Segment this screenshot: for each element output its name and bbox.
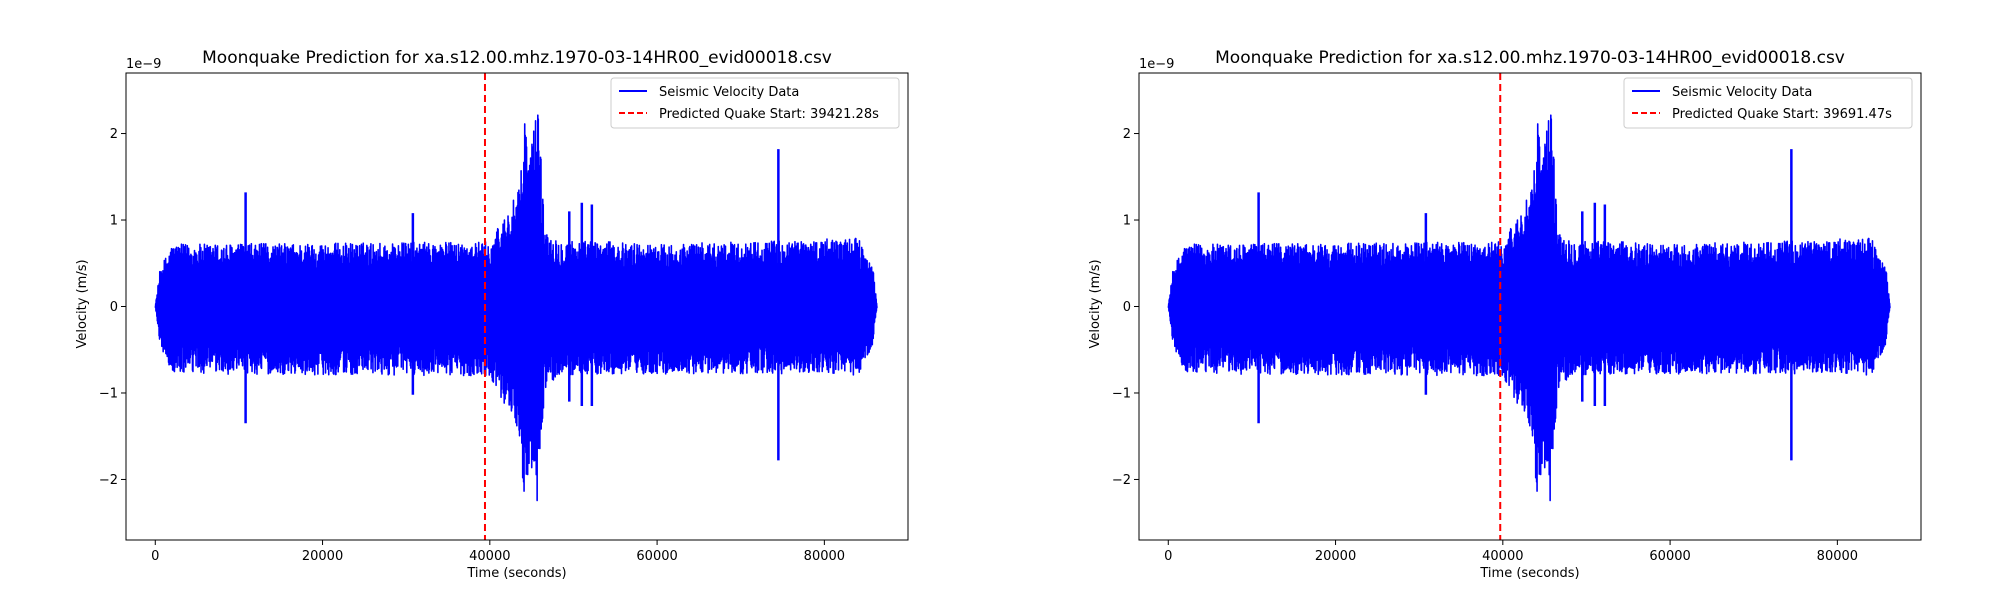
y-tick-label: −1: [99, 386, 118, 401]
x-tick-label: 20000: [302, 549, 343, 564]
x-tick-label: 60000: [1649, 549, 1690, 564]
seismic-series: [1167, 114, 1891, 502]
x-tick-label: 60000: [636, 549, 677, 564]
x-tick-label: 40000: [1482, 549, 1523, 564]
y-tick-label: 0: [110, 300, 118, 315]
legend-label-predicted: Predicted Quake Start: 39691.47s: [1672, 107, 1892, 122]
y-tick-label: 1: [110, 214, 118, 229]
chart-title: Moonquake Prediction for xa.s12.00.mhz.1…: [1215, 48, 1845, 68]
chart-panel-left: Moonquake Prediction for xa.s12.00.mhz.1…: [75, 48, 909, 581]
chart-title: Moonquake Prediction for xa.s12.00.mhz.1…: [202, 48, 832, 68]
y-axis-label: Velocity (m/s): [1088, 259, 1103, 348]
x-tick-label: 40000: [469, 549, 510, 564]
plot-area: 0 20000 40000 60000 80000 2 1 0 −1 −2: [1112, 72, 1922, 564]
legend-label-seismic: Seismic Velocity Data: [659, 85, 799, 100]
legend: Seismic Velocity Data Predicted Quake St…: [610, 77, 900, 129]
plot-area: 0 20000 40000 60000 80000 2 1 0 −1 −2: [99, 72, 909, 564]
y-offset-label: 1e−9: [126, 57, 161, 72]
y-axis-label: Velocity (m/s): [75, 259, 90, 348]
x-axis-label: Time (seconds): [466, 566, 566, 581]
legend: Seismic Velocity Data Predicted Quake St…: [1623, 77, 1913, 129]
y-tick-label: −1: [1112, 386, 1131, 401]
y-tick-label: 2: [1123, 127, 1131, 142]
x-tick-label: 20000: [1315, 549, 1356, 564]
y-tick-label: 1: [1123, 214, 1131, 229]
y-offset-label: 1e−9: [1139, 57, 1174, 72]
x-tick-label: 0: [1164, 549, 1172, 564]
legend-box: [610, 77, 900, 129]
x-tick-label: 0: [151, 549, 159, 564]
y-tick-label: −2: [99, 473, 118, 488]
y-tick-label: 0: [1123, 300, 1131, 315]
y-tick-label: 2: [110, 127, 118, 142]
y-tick-label: −2: [1112, 473, 1131, 488]
x-tick-label: 80000: [804, 549, 845, 564]
legend-label-predicted: Predicted Quake Start: 39421.28s: [659, 107, 879, 122]
x-axis-label: Time (seconds): [1479, 566, 1579, 581]
legend-box: [1623, 77, 1913, 129]
legend-label-seismic: Seismic Velocity Data: [1672, 85, 1812, 100]
x-tick-label: 80000: [1817, 549, 1858, 564]
chart-panel-right: Moonquake Prediction for xa.s12.00.mhz.1…: [1088, 48, 1922, 581]
seismic-waveform-line: [154, 114, 878, 502]
seismic-series: [154, 114, 878, 502]
seismic-waveform-line: [1167, 114, 1891, 502]
